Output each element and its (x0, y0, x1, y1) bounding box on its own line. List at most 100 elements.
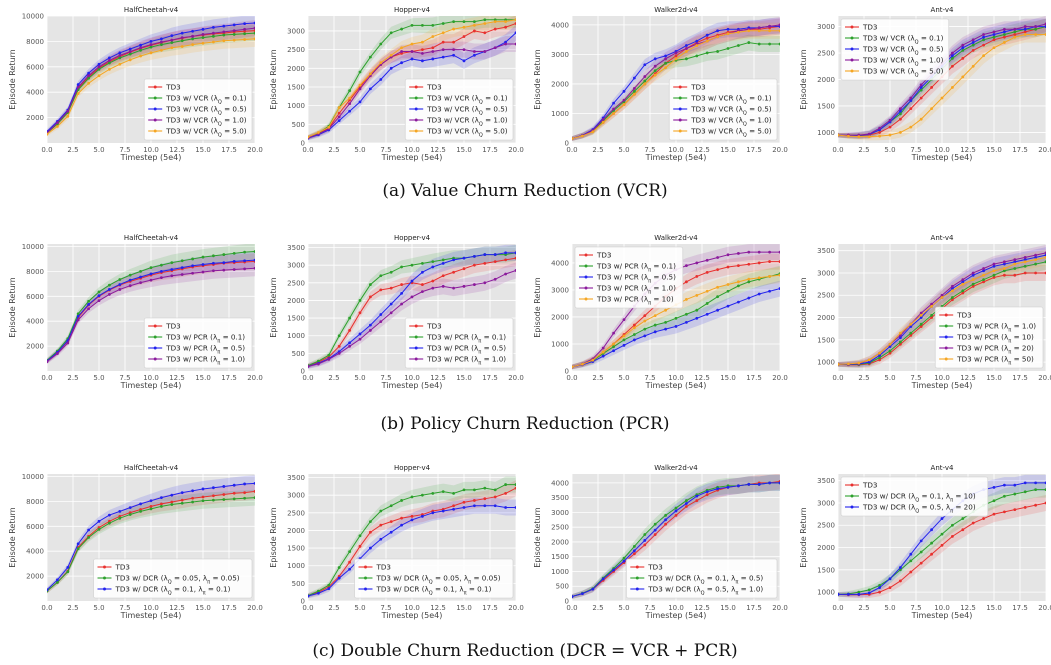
data-point (899, 340, 902, 344)
data-point (572, 595, 574, 598)
data-point (1003, 35, 1006, 39)
y-tick-label: 3000 (817, 23, 835, 31)
data-point (1044, 253, 1046, 257)
x-tick-label: 17.5 (482, 146, 498, 154)
legend-label: TD3 (426, 83, 442, 92)
data-point (243, 38, 247, 41)
data-point (1003, 262, 1006, 266)
data-point (1023, 260, 1027, 264)
data-point (232, 491, 236, 495)
data-point (909, 125, 913, 129)
data-point (308, 594, 310, 598)
data-point (87, 81, 90, 85)
y-tick-label: 2000 (287, 65, 305, 73)
data-point (899, 117, 902, 121)
data-point (951, 534, 954, 538)
data-point (653, 330, 657, 334)
data-point (1003, 494, 1006, 498)
y-tick-label: 2000 (817, 314, 835, 322)
data-point (888, 577, 892, 581)
x-tick-label: 10.0 (934, 146, 950, 154)
y-tick-label: 1000 (287, 332, 305, 340)
data-point (379, 274, 383, 278)
data-point (747, 262, 751, 266)
data-point (243, 22, 247, 26)
data-point (421, 51, 424, 55)
legend-marker (678, 107, 682, 111)
data-point (253, 266, 255, 270)
y-tick-label: 2500 (287, 279, 305, 287)
data-point (899, 131, 902, 134)
panel-title: Hopper-v4 (394, 234, 431, 242)
data-point (493, 260, 497, 264)
data-point (180, 273, 184, 276)
data-point (940, 96, 944, 100)
x-tick-label: 7.5 (910, 146, 921, 154)
x-tick-label: 20.0 (772, 374, 788, 382)
legend-label: TD3 w/ VCR (λQ = 0.1) (165, 94, 247, 106)
data-point (951, 56, 954, 60)
data-point (191, 37, 195, 41)
x-tick-label: 2.5 (328, 604, 339, 612)
data-point (160, 504, 163, 508)
data-point (170, 274, 174, 278)
data-point (243, 259, 247, 263)
legend-label: TD3 (165, 322, 181, 331)
data-point (452, 20, 455, 24)
legend-marker (103, 587, 106, 591)
data-point (961, 517, 965, 520)
data-point (664, 61, 667, 65)
data-point (982, 273, 985, 277)
data-point (1044, 251, 1046, 255)
legend-label: TD3 (862, 23, 878, 32)
legend-marker (850, 494, 854, 498)
data-point (358, 83, 362, 87)
data-point (919, 539, 923, 543)
data-point (857, 361, 861, 365)
data-point (768, 275, 771, 278)
data-point (201, 495, 205, 499)
data-point (1023, 30, 1027, 34)
data-point (160, 43, 163, 46)
data-point (232, 33, 236, 36)
data-point (483, 50, 487, 53)
y-tick-label: 0 (565, 598, 569, 606)
data-point (212, 486, 215, 490)
data-point (612, 112, 615, 115)
data-point (358, 534, 362, 538)
x-tick-label: 0.0 (566, 146, 577, 154)
data-point (66, 109, 70, 113)
data-point (201, 499, 205, 503)
x-tick-label: 20.0 (1038, 374, 1051, 382)
data-point (930, 302, 933, 306)
legend-label: TD3 w/ DCR (λQ = 0.1, λπ = 0.1) (115, 585, 231, 597)
data-point (685, 50, 688, 53)
data-point (452, 286, 455, 290)
legend-label: TD3 w/ PCR (λπ = 0.1) (426, 333, 506, 345)
y-tick-label: 1500 (287, 545, 305, 553)
data-point (317, 589, 320, 593)
data-point (358, 544, 362, 548)
legend-label: TD3 w/ VCR (λQ = 0.1) (690, 94, 772, 106)
data-point (757, 292, 761, 296)
data-point (473, 23, 476, 27)
data-point (899, 566, 902, 569)
data-point (421, 48, 424, 52)
legend-box (668, 78, 778, 141)
data-point (253, 37, 255, 41)
panel-walker2d-v4-2: 0.0 2.5 5.0 7.5 10.0 12.5 15.0 17.5 20.0 0 500 1000… (533, 464, 788, 620)
data-point (253, 250, 255, 253)
data-point (170, 268, 174, 271)
data-point (421, 59, 424, 63)
x-axis-label: Timestep (5e4) (381, 153, 443, 162)
data-point (243, 496, 247, 500)
x-tick-label: 5.0 (618, 374, 629, 382)
data-point (222, 30, 226, 34)
x-tick-label: 12.5 (960, 146, 976, 154)
data-point (747, 277, 751, 281)
x-tick-label: 0.0 (832, 604, 843, 612)
data-point (909, 552, 913, 556)
data-point (149, 499, 153, 503)
y-tick-label: 2000 (817, 544, 835, 552)
data-point (940, 532, 944, 536)
